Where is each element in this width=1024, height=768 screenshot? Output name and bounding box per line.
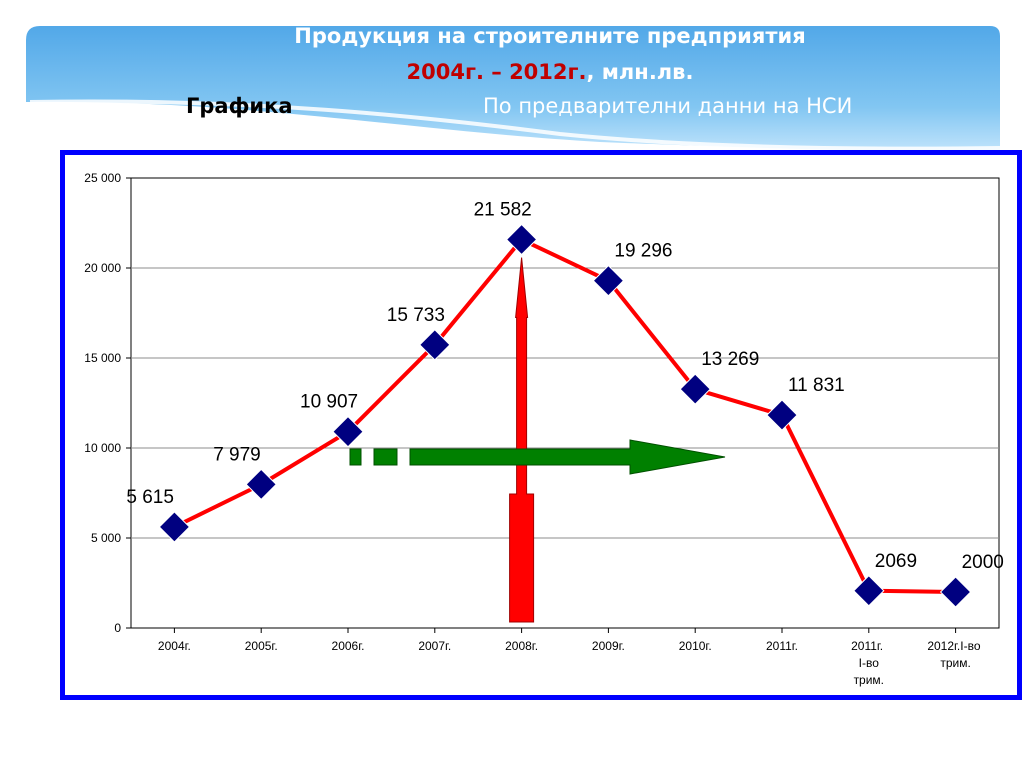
data-point-marker bbox=[245, 468, 277, 501]
data-label: 13 269 bbox=[701, 349, 759, 370]
y-tick-label: 25 000 bbox=[84, 171, 121, 185]
trend-arrow-dash bbox=[373, 448, 398, 466]
x-tick-label: 2007г. bbox=[418, 639, 451, 653]
period-range: 2004г. – 2012г. bbox=[406, 60, 587, 84]
trend-arrow-right bbox=[409, 439, 726, 475]
line-chart: 0 5 000 10 000 15 000 20 000 25 000 2004г. 2005… bbox=[84, 171, 1004, 687]
x-tick-label: 2008г. bbox=[505, 639, 538, 653]
y-tick-label: 20 000 bbox=[84, 261, 121, 275]
y-tick-label: 10 000 bbox=[84, 441, 121, 455]
x-tick-label: 2005г. bbox=[245, 639, 278, 653]
unit-label: , млн.лв. bbox=[586, 60, 694, 84]
y-tick-label: 15 000 bbox=[84, 351, 121, 365]
x-tick-label: 2004г. bbox=[158, 639, 191, 653]
data-label: 21 582 bbox=[474, 200, 532, 221]
x-tick-label: 2010г. bbox=[679, 639, 712, 653]
x-tick-label: 2009г. bbox=[592, 639, 625, 653]
source-note: По предварителни данни на НСИ bbox=[483, 94, 853, 118]
data-point-marker bbox=[419, 329, 451, 361]
data-label: 5 615 bbox=[126, 487, 174, 508]
page-title: Продукция на строителните предприятия bbox=[294, 24, 806, 48]
data-label: 7 979 bbox=[213, 444, 261, 465]
section-label: Графика bbox=[186, 94, 293, 118]
header-banner bbox=[26, 26, 1001, 151]
growth-arrow-up bbox=[509, 257, 535, 623]
chart-frame: 0 5 000 10 000 15 000 20 000 25 000 2004г. 2005… bbox=[60, 150, 1022, 700]
data-point-marker bbox=[592, 264, 625, 297]
series-line bbox=[173, 237, 956, 594]
data-label: 19 296 bbox=[614, 241, 672, 262]
y-tick-label: 0 bbox=[114, 621, 121, 635]
x-tick-label: 2012г.І-во трим. bbox=[927, 639, 984, 670]
data-point-marker bbox=[853, 575, 885, 607]
data-point-marker bbox=[939, 576, 972, 608]
data-point-marker bbox=[679, 373, 711, 405]
data-point-marker bbox=[158, 511, 191, 543]
data-point-marker bbox=[332, 415, 364, 448]
x-tick-label: 2011г. І-во трим. bbox=[851, 639, 886, 687]
data-label: 10 907 bbox=[300, 392, 358, 413]
data-label: 2000 bbox=[962, 552, 1004, 573]
data-label: 2069 bbox=[875, 551, 917, 572]
data-point-marker bbox=[766, 399, 798, 431]
data-point-marker bbox=[505, 223, 538, 256]
period-subtitle: 2004г. – 2012г., млн.лв. bbox=[0, 60, 1024, 84]
x-tick-label: 2011г. bbox=[766, 639, 798, 653]
x-tick-label: 2006г. bbox=[332, 639, 365, 653]
data-label: 15 733 bbox=[387, 305, 445, 326]
trend-arrow-dash bbox=[349, 448, 362, 466]
plot-area bbox=[130, 177, 1000, 629]
y-tick-label: 5 000 bbox=[91, 531, 121, 545]
data-label: 11 831 bbox=[788, 375, 845, 396]
